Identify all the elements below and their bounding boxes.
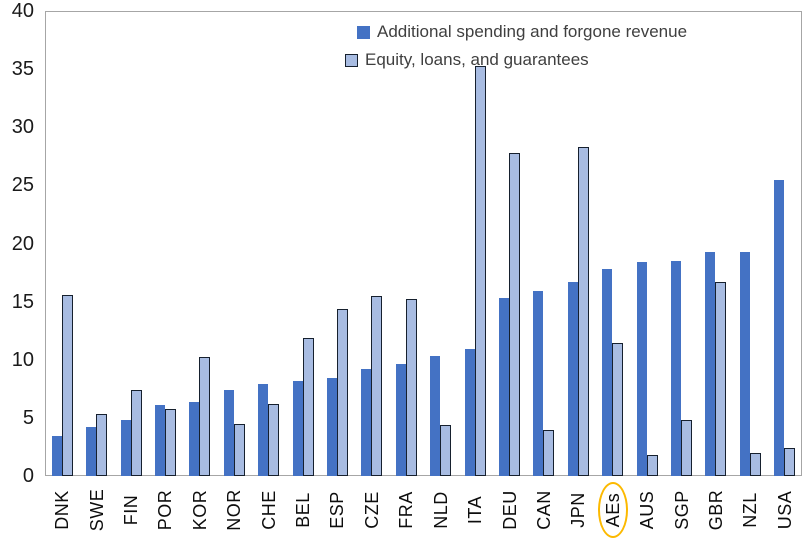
x-axis-label-USA: USA <box>774 490 795 530</box>
bar-AUS-additional-spending <box>636 262 647 476</box>
y-axis-tick-label-15: 15 <box>11 290 34 313</box>
bar-FRA-additional-spending <box>395 364 406 476</box>
legend-label-equity-loans: Equity, loans, and guarantees <box>365 50 589 69</box>
x-axis-label-CHE: CHE <box>258 490 279 530</box>
bar-BEL-additional-spending <box>292 380 303 476</box>
bar-DNK-additional-spending <box>51 436 62 476</box>
bar-GBR-equity-loans <box>715 281 727 476</box>
bar-USA-additional-spending <box>774 179 785 476</box>
bar-FRA-equity-loans <box>405 299 417 476</box>
bar-POR-equity-loans <box>164 408 176 476</box>
x-axis-label-BEL: BEL <box>293 492 314 528</box>
bar-AUS-equity-loans <box>646 455 658 476</box>
x-axis-label-CAN: CAN <box>533 490 554 530</box>
bar-SGP-additional-spending <box>671 260 682 476</box>
x-axis-label-JPN: JPN <box>568 492 589 528</box>
bar-KOR-additional-spending <box>189 401 200 476</box>
x-axis-label-GBR: GBR <box>705 489 726 531</box>
x-axis-label-ITA: ITA <box>465 495 486 525</box>
y-axis-tick-label-30: 30 <box>11 116 34 139</box>
legend-item-additional-spending: Additional spending and forgone revenue <box>357 22 687 42</box>
bar-FIN-equity-loans <box>130 389 142 476</box>
y-axis-tick-label-10: 10 <box>11 348 34 371</box>
x-axis-label-CZE: CZE <box>361 491 382 529</box>
x-axis-label-POR: POR <box>155 489 176 531</box>
x-axis-label-AUS: AUS <box>637 490 658 530</box>
bar-BEL-equity-loans <box>302 337 314 476</box>
bar-AEs-equity-loans <box>612 343 624 476</box>
bar-CHE-equity-loans <box>268 403 280 476</box>
x-axis-label-NLD: NLD <box>430 491 451 529</box>
bar-CZE-equity-loans <box>371 295 383 476</box>
bar-DNK-equity-loans <box>61 294 73 476</box>
legend-marker-solid-blue-icon <box>357 25 370 39</box>
legend-item-equity-loans: Equity, loans, and guarantees <box>345 50 589 70</box>
legend-marker-outlined-light-blue-icon <box>345 53 358 67</box>
bar-JPN-equity-loans <box>577 147 589 476</box>
bar-ITA-equity-loans <box>474 65 486 476</box>
bar-SWE-additional-spending <box>86 427 97 476</box>
x-axis-label-DNK: DNK <box>52 490 73 530</box>
x-axis-label-KOR: KOR <box>189 489 210 531</box>
highlight-ellipse-AEs <box>597 482 628 538</box>
bar-NOR-additional-spending <box>223 389 234 476</box>
bar-KOR-equity-loans <box>199 357 211 476</box>
legend-label-additional-spending: Additional spending and forgone revenue <box>377 22 688 41</box>
x-axis-label-FIN: FIN <box>121 494 142 526</box>
bar-ESP-equity-loans <box>336 308 348 476</box>
bar-DEU-equity-loans <box>509 152 521 476</box>
bar-DEU-additional-spending <box>499 298 510 476</box>
y-axis-tick-label-35: 35 <box>11 58 34 81</box>
y-axis-tick-label-40: 40 <box>11 0 34 22</box>
bar-ESP-additional-spending <box>326 378 337 476</box>
bar-FIN-additional-spending <box>120 420 131 476</box>
bar-ITA-additional-spending <box>464 349 475 476</box>
bar-NZL-equity-loans <box>749 452 761 476</box>
bar-JPN-additional-spending <box>567 281 578 476</box>
x-axis-label-NOR: NOR <box>224 489 245 531</box>
bar-NLD-additional-spending <box>430 356 441 476</box>
bar-NOR-equity-loans <box>233 423 245 476</box>
y-axis-tick-label-5: 5 <box>22 406 34 429</box>
bar-USA-equity-loans <box>784 448 796 476</box>
y-axis-tick-label-25: 25 <box>11 174 34 197</box>
bar-CHE-additional-spending <box>258 384 269 476</box>
x-axis-label-NZL: NZL <box>740 492 761 528</box>
y-axis-tick-label-20: 20 <box>11 232 34 255</box>
x-axis-label-SGP: SGP <box>671 490 692 530</box>
x-axis-label-DEU: DEU <box>499 490 520 530</box>
bar-GBR-additional-spending <box>705 251 716 476</box>
x-axis-label-ESP: ESP <box>327 491 348 529</box>
bar-CAN-equity-loans <box>543 429 555 476</box>
bar-SWE-equity-loans <box>96 414 108 476</box>
x-axis-label-SWE: SWE <box>86 488 107 532</box>
bar-NZL-additional-spending <box>739 251 750 476</box>
bar-AEs-additional-spending <box>602 269 613 476</box>
y-axis-tick-label-0: 0 <box>22 465 34 487</box>
bar-NLD-equity-loans <box>440 424 452 476</box>
bar-CAN-additional-spending <box>533 291 544 476</box>
bar-POR-additional-spending <box>154 405 165 476</box>
x-axis-label-FRA: FRA <box>396 491 417 529</box>
bar-CZE-additional-spending <box>361 369 372 476</box>
bar-SGP-equity-loans <box>681 420 693 476</box>
